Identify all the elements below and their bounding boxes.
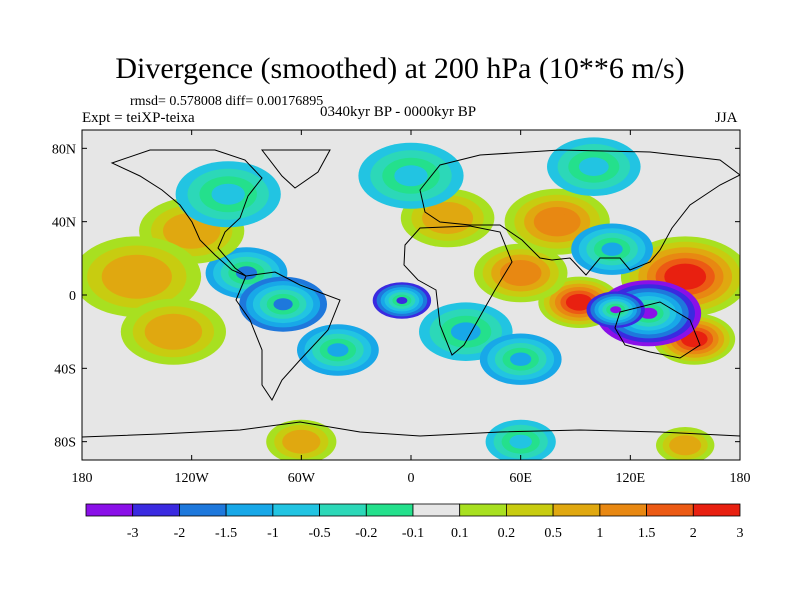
colorbar-swatch-9	[505, 503, 554, 517]
anomaly-cell-1-level-6	[673, 269, 698, 285]
colorbar-label-5: -0.2	[355, 526, 377, 541]
anomaly-cell-8-level-4	[327, 343, 349, 357]
period-text: 0340kyr BP - 0000kyr BP	[320, 104, 477, 120]
coastline-south-america	[235, 271, 341, 401]
colorbar-label-6: -0.1	[402, 526, 424, 541]
anomaly-cell-4-level-6	[610, 306, 622, 314]
colorbar-label-7: 0.1	[451, 526, 469, 541]
colorbar-label-8: 0.2	[498, 526, 516, 541]
anomaly-cell-0-level-6	[571, 297, 587, 308]
colorbar-label-1: -2	[174, 526, 186, 541]
chart-title: Divergence (smoothed) at 200 hPa (10**6 …	[115, 52, 685, 85]
anomaly-cell-11-level-4	[543, 213, 571, 231]
colorbar-label-2: -1.5	[215, 526, 237, 541]
colorbar-swatch-6	[365, 503, 414, 517]
y-tick-label-1: 40N	[52, 216, 76, 231]
y-tick-label-4: 80S	[54, 436, 76, 451]
anomaly-cell-20-level-3	[509, 434, 532, 449]
anomaly-cell-5-level-6	[396, 297, 408, 304]
x-tick-label-2: 60W	[288, 471, 316, 486]
axis-layer: 180 120W 60W 0 60E 120E 180 80N 40N 0 40S 80S	[52, 130, 751, 486]
coastline-africa	[403, 225, 513, 356]
anomaly-cell-15-level-3	[156, 321, 191, 343]
x-tick-label-4: 60E	[509, 471, 532, 486]
anomaly-cell-19-level-3	[290, 434, 313, 449]
colorbar-swatch-2	[178, 503, 227, 517]
anomaly-cell-13-level-3	[175, 220, 209, 242]
y-tick-label-3: 40S	[54, 362, 76, 377]
colorbar-label-12: 2	[690, 526, 697, 541]
experiment-text: Expt = teiXP-teixa	[82, 110, 195, 126]
anomaly-cell-12-level-3	[432, 208, 463, 228]
anomaly-cell-14-level-3	[116, 263, 158, 290]
x-tick-label-0: 180	[72, 471, 93, 486]
x-tick-label-1: 120W	[175, 471, 210, 486]
anomaly-cell-10-level-4	[508, 265, 533, 281]
anomaly-cell-2-level-6	[686, 334, 702, 344]
anomaly-cell-9-level-3	[450, 322, 481, 342]
stats-text: rmsd= 0.578008 diff= 0.00176895	[130, 94, 324, 109]
colorbar-label-0: -3	[127, 526, 139, 541]
anomaly-layer	[82, 137, 740, 460]
coastline-greenland	[260, 149, 331, 189]
colorbar-swatch-0	[85, 503, 134, 517]
anomaly-cell-16-level-3	[211, 183, 245, 205]
colorbar-swatch-11	[599, 503, 648, 517]
coastline-north-america	[110, 149, 263, 277]
anomaly-cell-23-level-4	[601, 242, 623, 256]
colorbar-swatch-10	[552, 503, 601, 517]
colorbar-swatch-4	[272, 503, 320, 517]
coastline-eurasia	[419, 149, 740, 276]
colorbar-label-11: 1.5	[638, 526, 656, 541]
colorbar-swatch-8	[459, 503, 507, 517]
coastline-australia	[614, 301, 701, 359]
colorbar-label-3: -1	[267, 526, 279, 541]
anomaly-cell-7-level-5	[273, 298, 293, 311]
coastline-layer	[82, 149, 740, 438]
colorbar-swatch-3	[225, 503, 274, 517]
colorbar-label-4: -0.5	[309, 526, 331, 541]
colorbar-swatch-1	[132, 503, 180, 517]
x-tick-label-3: 0	[408, 471, 415, 486]
season-label: JJA	[715, 110, 738, 126]
colorbar-swatch-12	[646, 503, 694, 517]
colorbar-swatch-5	[319, 503, 367, 517]
coastline-antarctica	[82, 421, 740, 438]
colorbar-label-9: 0.5	[544, 526, 562, 541]
y-tick-label-0: 80N	[52, 142, 76, 157]
anomaly-cell-17-level-3	[394, 165, 428, 187]
colorbar-label-10: 1	[596, 526, 603, 541]
colorbar-swatch-7	[412, 503, 461, 517]
anomaly-cell-22-level-4	[510, 352, 532, 366]
colorbar: -3 -2 -1.5 -1 -0.5 -0.2 -0.1 0.1 0.2 0.5 1 1.5 2 3	[85, 503, 744, 541]
y-tick-label-2: 0	[69, 289, 76, 304]
anomaly-cell-18-level-3	[578, 157, 609, 176]
anomaly-cell-6-level-4	[235, 266, 258, 280]
colorbar-swatch-13	[692, 503, 741, 517]
x-tick-label-5: 120E	[616, 471, 646, 486]
anomaly-cell-21-level-3	[675, 439, 695, 452]
colorbar-label-13: 3	[737, 526, 744, 541]
x-tick-label-6: 180	[730, 471, 751, 486]
